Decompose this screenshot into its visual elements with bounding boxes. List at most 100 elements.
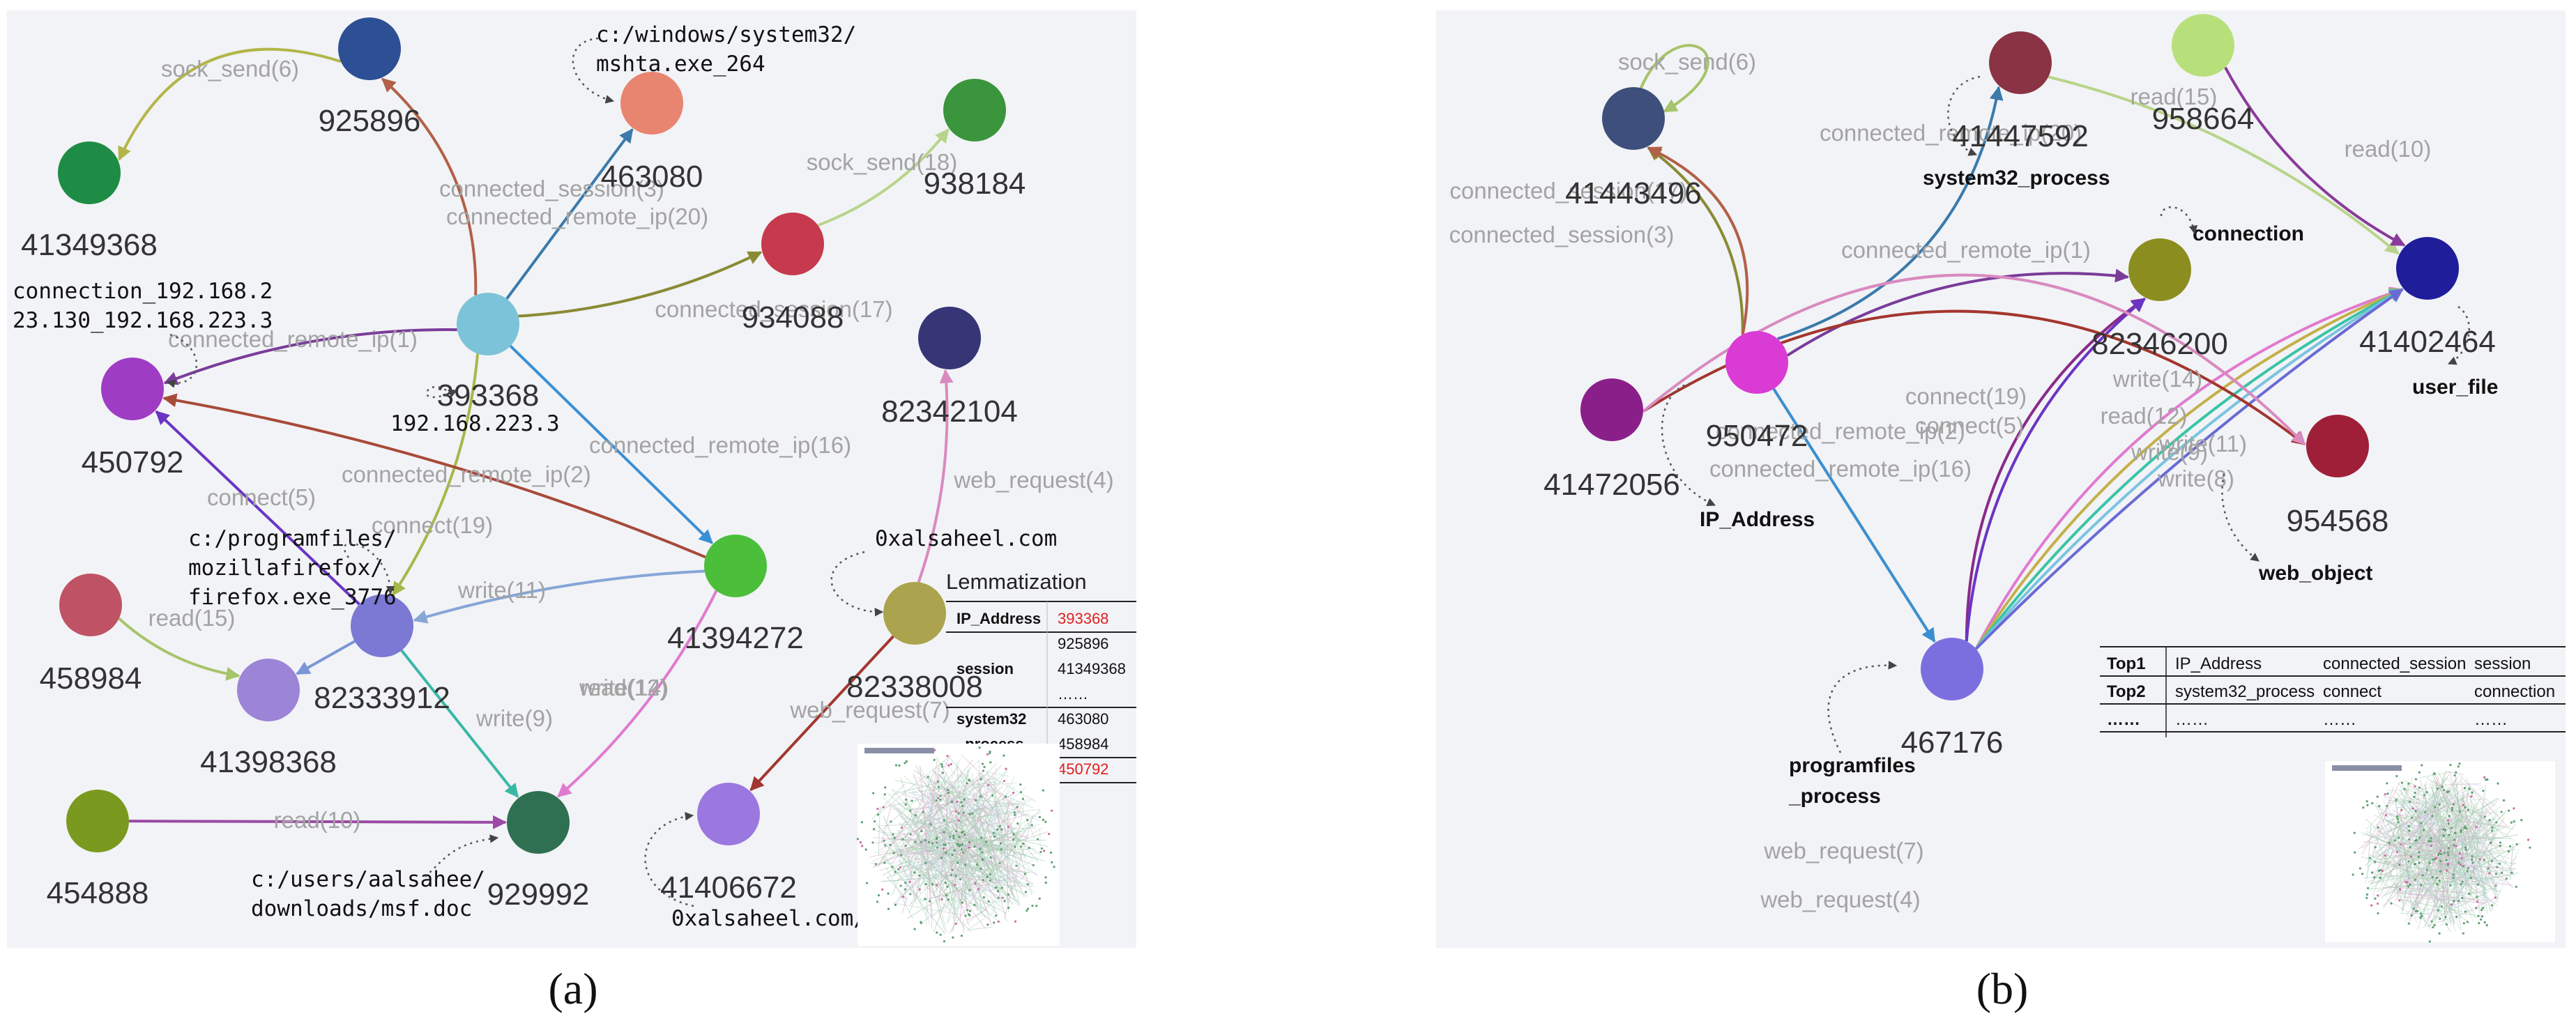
- edge-a-11: [118, 617, 241, 681]
- edge-a-0: [118, 47, 342, 161]
- node-label: 41443496: [1565, 176, 1702, 210]
- edge-label: connect(19): [1905, 383, 2027, 409]
- node-label: 925896: [319, 104, 421, 138]
- annotation-text: 23.130_192.168.223.3: [13, 308, 273, 333]
- node-925896[interactable]: [338, 17, 401, 80]
- node-41349368[interactable]: [58, 141, 121, 204]
- edge-b-10: [1965, 298, 2146, 642]
- table-value: 450792: [1058, 760, 1108, 778]
- edge-b-5: [2224, 66, 2406, 247]
- node-958664[interactable]: [2172, 14, 2234, 77]
- node-82342104[interactable]: [918, 307, 981, 369]
- node-label: 463080: [601, 160, 703, 194]
- edge-label: connect(5): [207, 484, 316, 510]
- node-458984[interactable]: [59, 574, 122, 636]
- table-cell: IP_Address: [2175, 654, 2262, 673]
- node-label: 934088: [742, 300, 844, 335]
- annotation-text: c:/windows/system32/: [596, 22, 856, 47]
- table-cell: ……: [2474, 710, 2508, 729]
- node-41394272[interactable]: [704, 535, 767, 597]
- node-41447592[interactable]: [1989, 31, 2052, 94]
- edge-a-5: [163, 328, 457, 385]
- node-82333912[interactable]: [351, 594, 413, 657]
- caption-b: (b): [1976, 964, 2029, 1013]
- edge-label: connected_remote_ip(1): [1841, 237, 2091, 263]
- table-cell: ……: [2107, 710, 2140, 729]
- edge-b-8: [1772, 388, 1936, 643]
- edge-label: connected_remote_ip(2): [1716, 418, 1965, 444]
- node-label: 41472056: [1544, 468, 1680, 502]
- node-label: 41447592: [1952, 119, 2089, 153]
- table-cell: Top2: [2107, 682, 2146, 701]
- caption-a: (a): [548, 964, 597, 1013]
- table-value: 41349368: [1058, 660, 1126, 677]
- table-value: 458984: [1058, 735, 1108, 753]
- node-938184[interactable]: [943, 79, 1006, 141]
- table-value: ……: [1058, 685, 1088, 703]
- node-label: 41402464: [2359, 325, 2496, 359]
- edge-label: connect(5): [1915, 413, 2024, 438]
- node-41472056[interactable]: [1580, 378, 1643, 441]
- node-82346200[interactable]: [2128, 238, 2191, 301]
- edge-label: connected_remote_ip(16): [589, 432, 851, 458]
- node-393368[interactable]: [457, 293, 519, 355]
- edge-label: connected_session(3): [439, 176, 664, 201]
- annotation-text: mozillafirefox/: [188, 555, 383, 581]
- node-label: 41406672: [660, 870, 797, 905]
- edge-label: connected_remote_ip(2): [342, 461, 591, 487]
- edge-b-14: [1974, 288, 2404, 650]
- node-label: 950472: [1706, 419, 1808, 453]
- node-label: 450792: [82, 445, 184, 480]
- node-label: 41398368: [200, 745, 337, 779]
- node-467176[interactable]: [1921, 638, 1983, 700]
- edge-a-15: [128, 815, 507, 829]
- edge-a-4: [518, 251, 763, 318]
- annotation-pointer: [1947, 75, 1981, 156]
- edge-label: web_request(4): [1760, 887, 1920, 912]
- node-929992[interactable]: [507, 791, 570, 854]
- annotation-text: connection_192.168.2: [13, 279, 273, 304]
- edge-label: connected_remote_ip(1): [168, 326, 418, 352]
- edge-label: connected_session(17): [1449, 178, 1687, 204]
- table-cell: connect: [2323, 682, 2381, 701]
- table-cell: connected_session: [2323, 654, 2466, 673]
- edge-label: web_request(7): [1763, 838, 1923, 864]
- annotation-text: c:/users/aalsahee/: [251, 867, 485, 892]
- annotation-text: IP_Address: [1700, 508, 1815, 531]
- edge-label: read(15): [148, 605, 236, 631]
- edge-b-6: [1786, 268, 2130, 357]
- annotation-text: web_object: [2258, 562, 2372, 585]
- node-41402464[interactable]: [2396, 237, 2459, 300]
- edge-a-9: [155, 410, 360, 606]
- table-title: Lemmatization: [946, 569, 1087, 594]
- annotation-text: firefox.exe_3776: [188, 585, 397, 610]
- edge-label: write(11): [2158, 431, 2247, 457]
- table-cell: connection: [2474, 682, 2555, 701]
- edge-b-11: [1974, 286, 2404, 650]
- annotation-text: _process: [1788, 785, 1881, 808]
- node-label: 41349368: [21, 228, 158, 262]
- edge-b-9: [1965, 298, 2146, 642]
- table-key: system32: [957, 710, 1026, 728]
- node-41406672[interactable]: [697, 783, 760, 845]
- node-82338008[interactable]: [883, 582, 946, 645]
- edge-a-1: [381, 77, 478, 296]
- annotation-text: system32_process: [1923, 167, 2110, 190]
- node-41443496[interactable]: [1602, 87, 1665, 150]
- edge-label: connected_remote_ip(20): [446, 204, 708, 229]
- node-954568[interactable]: [2306, 415, 2369, 477]
- node-450792[interactable]: [101, 358, 164, 420]
- node-950472[interactable]: [1725, 331, 1788, 394]
- node-41398368[interactable]: [237, 659, 300, 721]
- edge-a-12: [296, 640, 356, 675]
- edge-a-6: [509, 345, 713, 544]
- node-934088[interactable]: [761, 213, 824, 275]
- node-label: 82338008: [846, 670, 983, 704]
- node-454888[interactable]: [66, 790, 129, 852]
- edge-label: sock_send(6): [1618, 49, 1756, 75]
- edge-label: connected_remote_ip(20): [1820, 120, 2082, 146]
- node-label: 82333912: [314, 681, 450, 715]
- annotation-text: connection: [2193, 222, 2304, 245]
- node-463080[interactable]: [620, 72, 683, 135]
- table-key: IP_Address: [957, 610, 1041, 627]
